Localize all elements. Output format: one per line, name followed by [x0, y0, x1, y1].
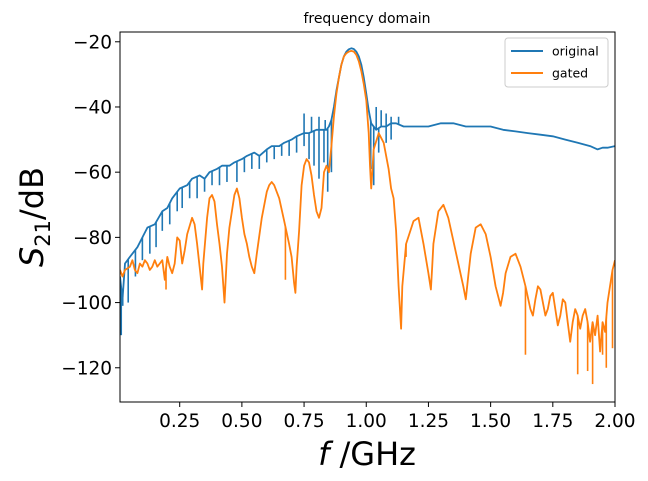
x-tick-label: 1.50: [470, 411, 511, 432]
y-axis-ticks: −20 −40 −60 −80 −100 −120: [61, 32, 120, 379]
plot-frame: [119, 31, 616, 403]
legend-label-gated: gated: [552, 66, 588, 81]
x-tick-label: 1.75: [532, 411, 573, 432]
chart-title: frequency domain: [303, 11, 430, 27]
y-tick-label: −100: [61, 293, 112, 314]
x-tick-label: 2.00: [594, 411, 635, 432]
x-axis-ticks: 0.25 0.50 0.75 1.00 1.25 1.50 1.75 2.00: [159, 402, 636, 432]
x-tick-label: 0.50: [221, 411, 262, 432]
x-axis-label-unit: /GHz: [329, 435, 416, 473]
plot-area: [120, 47, 615, 385]
x-axis-label: f /GHz: [318, 435, 416, 473]
legend-label-original: original: [552, 44, 599, 59]
y-axis-label-subscript: 21: [31, 220, 55, 247]
y-tick-label: −40: [73, 97, 112, 118]
y-axis-label-symbol: S: [13, 247, 51, 267]
x-tick-label: 0.75: [283, 411, 324, 432]
x-tick-label: 0.25: [159, 411, 200, 432]
x-tick-label: 1.00: [346, 411, 387, 432]
y-tick-label: −20: [73, 32, 112, 53]
series-line-gated: [120, 50, 615, 353]
y-axis-label-unit: /dB: [13, 167, 51, 220]
y-axis-label: S21/dB: [13, 167, 55, 267]
x-tick-label: 1.25: [408, 411, 449, 432]
y-tick-label: −60: [73, 163, 112, 184]
y-tick-label: −80: [73, 228, 112, 249]
y-tick-label: −120: [61, 358, 112, 379]
legend: original gated: [504, 37, 609, 88]
